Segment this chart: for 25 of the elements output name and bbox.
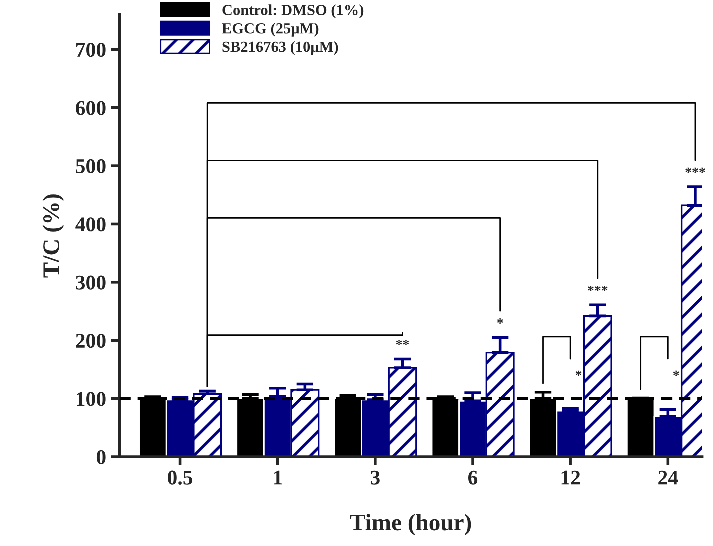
y-tick-label: 200: [76, 334, 106, 348]
x-tick-label: 12: [562, 470, 580, 485]
x-axis-title: Time (hour): [350, 514, 472, 536]
annotation: ***: [588, 286, 608, 292]
y-tick-label: 100: [77, 392, 106, 406]
legend-label: Control: DMSO (1%): [222, 4, 364, 18]
y-tick-label: 0: [96, 450, 106, 464]
legend-label: SB216763 (10μM): [222, 41, 338, 56]
annotation: *: [497, 318, 504, 324]
legend-label: EGCG (25μM): [222, 23, 319, 37]
x-tick-label: 24: [658, 470, 678, 485]
annotation: ***: [686, 168, 706, 174]
x-tick-label: 3: [371, 470, 380, 485]
x-tick-label: 6: [468, 470, 478, 485]
y-tick-label: 700: [76, 43, 106, 58]
y-tick-label: 400: [76, 218, 106, 232]
x-tick-label: 0.5: [168, 470, 193, 485]
y-axis-title: T/C (%): [42, 194, 64, 278]
y-tick-label: 300: [76, 276, 106, 290]
annotation: *: [576, 370, 582, 376]
y-tick-label: 500: [76, 159, 106, 174]
annotation: *: [673, 370, 680, 376]
y-tick-label: 600: [76, 101, 106, 116]
annotation: **: [396, 340, 410, 346]
x-tick-label: 1: [274, 470, 282, 485]
